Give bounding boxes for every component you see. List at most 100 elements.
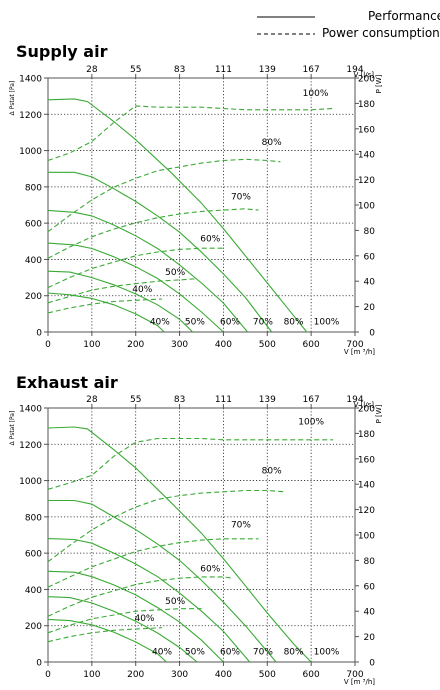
y-tick-label: 400 (25, 586, 42, 596)
performance-curve-50pct (47, 596, 198, 663)
curve-label: 100% (298, 417, 324, 427)
power-curve-40pct (47, 627, 163, 643)
y-tick-label: 600 (25, 550, 42, 560)
y2-tick-label: 20 (364, 633, 376, 643)
y-tick-label: 1200 (19, 111, 42, 121)
top-tick-label: 167 (303, 395, 320, 405)
performance-curve-50pct (47, 270, 194, 333)
y-axis-label: Δ Pstat [Pa] (9, 81, 16, 116)
x-tick-label: 700 (346, 340, 363, 350)
top-tick-label: 55 (130, 65, 141, 75)
y-tick-label: 1400 (19, 75, 42, 85)
curve-label: 50% (165, 597, 185, 607)
y-tick-label: 1000 (19, 477, 42, 487)
top-tick-label: 167 (303, 65, 320, 75)
y-tick-label: 400 (25, 256, 42, 266)
chart-title-exhaust: Exhaust air (16, 373, 118, 392)
x-tick-label: 400 (215, 670, 232, 680)
curve-label: 60% (220, 648, 240, 658)
performance-curve-100pct (47, 426, 312, 663)
y2-tick-label: 180 (358, 100, 375, 110)
curve-label: 60% (200, 234, 220, 244)
y2-axis-label: P [W] (375, 74, 383, 93)
curve-label: 50% (185, 648, 205, 658)
y-tick-label: 1200 (19, 441, 42, 451)
top-tick-label: 28 (86, 395, 98, 405)
power-curve-80pct (47, 489, 285, 563)
y2-tick-label: 200 (358, 405, 375, 415)
y-tick-label: 200 (25, 292, 42, 302)
performance-curve-100pct (47, 98, 308, 333)
x-axis-label: V [m ³/h] (344, 348, 375, 356)
curve-label: 70% (231, 521, 251, 531)
performance-curve-40pct (47, 618, 167, 663)
y2-tick-label: 40 (364, 608, 376, 618)
curve-label: 70% (253, 318, 273, 328)
power-curve-70pct (47, 208, 259, 259)
y2-tick-label: 120 (358, 506, 375, 516)
power-curve-50pct (47, 608, 202, 634)
power-curve-50pct (47, 278, 198, 304)
y2-tick-label: 0 (369, 329, 375, 339)
power-curve-40pct (47, 298, 163, 314)
legend-power-label: Power consumption (322, 26, 440, 40)
y2-tick-label: 60 (364, 582, 376, 592)
y-tick-label: 0 (36, 659, 42, 669)
chart-title-supply: Supply air (16, 42, 108, 61)
y-tick-label: 1000 (19, 147, 42, 157)
x-tick-label: 500 (259, 340, 276, 350)
y2-tick-label: 100 (358, 532, 375, 542)
y2-tick-label: 140 (358, 151, 375, 161)
power-curve-100pct (47, 105, 334, 162)
x-tick-label: 100 (83, 670, 100, 680)
top-axis-label: V [l/s] (354, 71, 375, 79)
y-tick-label: 200 (25, 622, 42, 632)
x-tick-label: 600 (303, 670, 320, 680)
curve-label: 50% (165, 268, 185, 278)
performance-curve-60pct (47, 570, 224, 663)
curve-label: 80% (262, 466, 282, 476)
x-tick-label: 0 (45, 340, 51, 350)
x-tick-label: 200 (127, 670, 144, 680)
curve-label: 40% (150, 318, 170, 328)
x-tick-label: 300 (171, 340, 188, 350)
curve-label: 80% (284, 318, 304, 328)
top-tick-label: 139 (259, 395, 276, 405)
top-tick-label: 139 (259, 65, 276, 75)
curve-label: 40% (134, 614, 154, 624)
y-tick-label: 800 (25, 183, 42, 193)
curve-label: 70% (253, 648, 273, 658)
performance-curve-60pct (47, 242, 224, 333)
y2-tick-label: 100 (358, 202, 375, 212)
top-tick-label: 83 (174, 395, 185, 405)
y2-axis-label: P [W] (375, 404, 383, 423)
legend-lines (257, 16, 315, 35)
top-tick-label: 111 (215, 395, 232, 405)
performance-curve-80pct (48, 499, 277, 663)
performance-curve-80pct (48, 171, 273, 333)
x-tick-label: 500 (259, 670, 276, 680)
x-tick-label: 400 (215, 340, 232, 350)
y2-tick-label: 180 (358, 430, 375, 440)
y2-tick-label: 40 (364, 278, 376, 288)
x-tick-label: 600 (303, 340, 320, 350)
x-tick-label: 0 (45, 670, 51, 680)
x-tick-label: 700 (346, 670, 363, 680)
x-tick-label: 100 (83, 340, 100, 350)
performance-curve-70pct (47, 538, 251, 663)
curve-label: 40% (132, 285, 152, 295)
y2-tick-label: 160 (358, 125, 375, 135)
legend: Performance Power consumption (0, 0, 440, 44)
y2-tick-label: 120 (358, 176, 375, 186)
y2-tick-label: 80 (364, 227, 376, 237)
top-tick-label: 111 (215, 65, 232, 75)
y2-tick-label: 160 (358, 455, 375, 465)
curve-label: 80% (262, 138, 282, 148)
top-tick-label: 28 (86, 65, 98, 75)
y2-tick-label: 0 (369, 659, 375, 669)
power-curve-60pct (47, 576, 233, 617)
top-tick-label: 194 (346, 395, 363, 405)
performance-curve-70pct (47, 209, 249, 333)
